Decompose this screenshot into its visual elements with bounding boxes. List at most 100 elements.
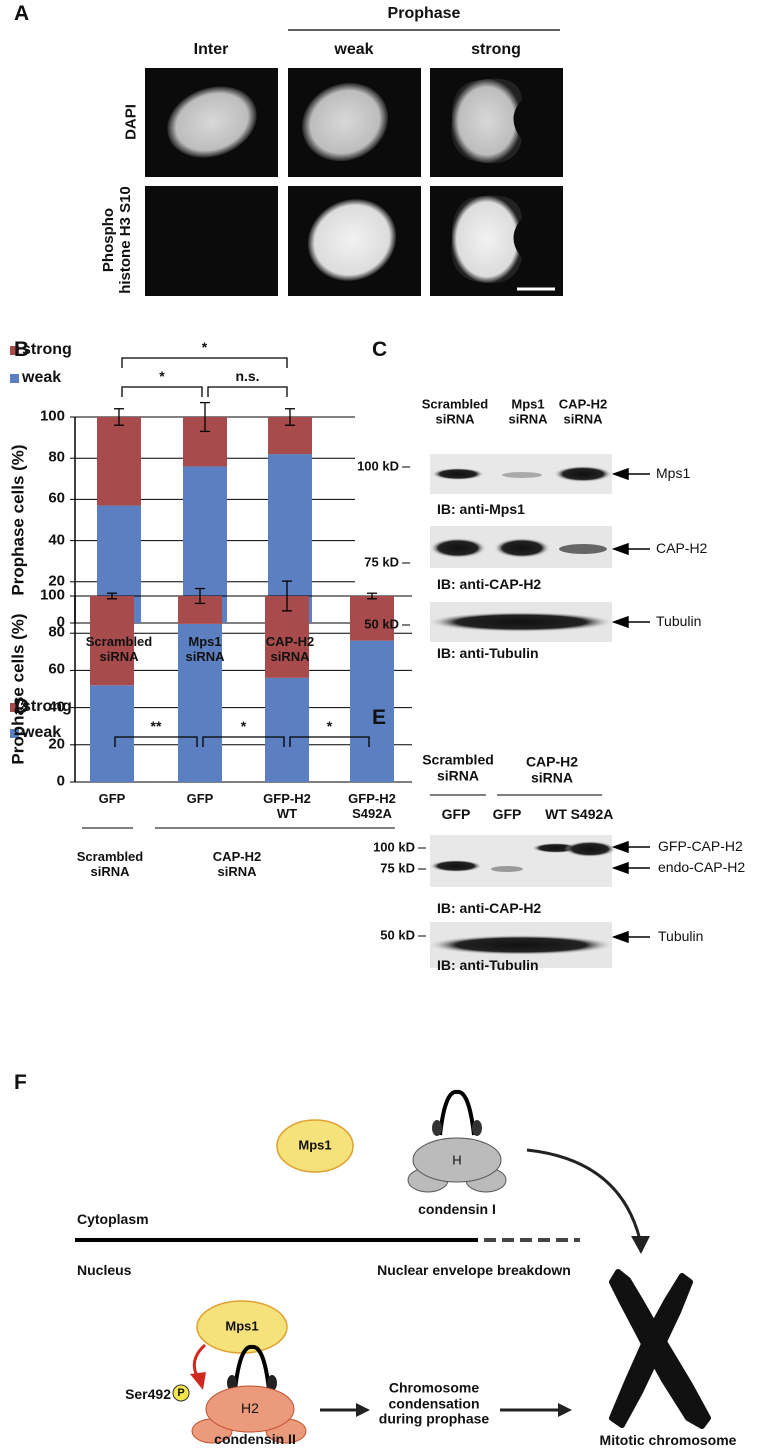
group-label: CAP-H2 siRNA — [212, 849, 262, 879]
panel-label: A — [14, 2, 30, 26]
node-label: H2 — [241, 1400, 259, 1417]
x-tick-label: GFP-H2 WT — [263, 791, 311, 821]
band — [428, 935, 614, 955]
bar-segment — [90, 596, 134, 686]
hinge — [267, 1375, 277, 1391]
band — [432, 468, 484, 480]
image — [145, 186, 278, 296]
product-label: Mitotic chromosome — [599, 1432, 737, 1449]
significance-label: * — [326, 718, 333, 735]
antibody-label: IB: anti-Tubulin — [437, 645, 539, 662]
y-tick-label: 40 — [48, 531, 65, 549]
hinge — [432, 1120, 442, 1136]
hinge — [472, 1120, 482, 1136]
band — [502, 472, 542, 478]
column-label: Inter — [193, 41, 229, 59]
significance-label: n.s. — [235, 368, 260, 385]
legend-swatch — [10, 703, 19, 712]
arrowhead — [558, 1403, 572, 1417]
x-tick-label: CAP-H2 siRNA — [265, 634, 315, 664]
band — [564, 841, 616, 857]
lane-label: GFP — [492, 806, 522, 823]
event-label: Nuclear envelope breakdown — [377, 1262, 571, 1279]
band — [491, 866, 523, 872]
phospho-label: P — [177, 1386, 185, 1399]
mps1 — [276, 1119, 354, 1173]
marker-label: 100 kD — [357, 458, 399, 474]
lane-label: Scrambled siRNA — [421, 396, 489, 426]
group-label: CAP-H2 siRNA — [525, 753, 579, 785]
antibody-label: IB: anti-CAP-H2 — [437, 576, 542, 593]
site-label: Ser492 — [125, 1386, 171, 1403]
band-label: CAP-H2 — [656, 540, 708, 557]
legend-swatch — [10, 346, 19, 355]
phospho-site — [172, 1384, 190, 1402]
node-caption: condensin I — [418, 1201, 496, 1218]
y-axis-label: Prophase cells (%) — [8, 444, 28, 596]
arrowhead — [611, 930, 629, 944]
significance-label: * — [201, 339, 208, 356]
band-label: Mps1 — [656, 465, 691, 482]
arrows — [611, 840, 650, 944]
group-label: Scrambled siRNA — [422, 751, 494, 783]
y-tick-label: 20 — [48, 735, 65, 753]
panel-label: B — [14, 338, 30, 362]
row-label: Phospho histone H3 S10 — [100, 186, 134, 294]
antibody-label: IB: anti-Tubulin — [437, 957, 539, 974]
lane-label: Mps1 siRNA — [508, 396, 548, 426]
y-tick-label: 100 — [39, 586, 65, 604]
error-bar — [282, 580, 292, 612]
nucleus — [451, 78, 522, 164]
significance-label: ** — [150, 718, 162, 735]
bar-segment — [265, 677, 309, 782]
lane-label: CAP-H2 siRNA — [558, 396, 608, 426]
antibody-label: IB: anti-Mps1 — [437, 501, 525, 518]
band — [559, 544, 607, 554]
y-tick-label: 80 — [48, 623, 65, 641]
condensin-loop — [233, 1345, 271, 1391]
panel-label: E — [372, 706, 387, 730]
region-label: Nucleus — [77, 1262, 132, 1279]
lane-label: WT — [545, 806, 567, 823]
subunit — [412, 1137, 502, 1183]
marker-label: 100 kD — [373, 839, 415, 855]
antibody-label: IB: anti-CAP-H2 — [437, 900, 542, 917]
condensin-loop — [438, 1090, 476, 1136]
band-label: Tubulin — [658, 928, 704, 945]
error-bar — [114, 408, 124, 426]
legend-label: strong — [22, 698, 72, 716]
bar-segment — [90, 685, 134, 782]
node-label: H — [452, 1152, 462, 1168]
error-bar — [195, 587, 205, 605]
legend-label: weak — [22, 724, 62, 742]
x-tick-label: GFP — [98, 791, 126, 806]
y-tick-label: 100 — [39, 407, 65, 425]
significance-label: * — [240, 718, 247, 735]
significance-bracket — [202, 736, 285, 747]
arrowhead — [611, 840, 629, 854]
significance-bracket — [121, 357, 288, 368]
group-label: Prophase — [387, 5, 461, 23]
band — [430, 860, 482, 872]
bar-segment — [268, 454, 312, 623]
arrowhead — [611, 861, 629, 875]
bar-segment — [350, 596, 394, 641]
arrowhead — [611, 542, 629, 556]
lane-label: GFP — [441, 806, 471, 823]
significance-label: * — [159, 368, 165, 385]
band — [494, 538, 550, 558]
band — [554, 466, 612, 482]
bar-segment — [97, 417, 141, 506]
error-bar — [367, 592, 377, 600]
x-tick-label: GFP — [186, 791, 214, 806]
process-label: Chromosome condensation during prophase — [378, 1379, 490, 1427]
band-label: endo-CAP-H2 — [658, 859, 746, 876]
chromatid — [609, 1273, 693, 1428]
nucleus — [167, 86, 257, 158]
x-tick-label: GFP-H2 S492A — [348, 791, 396, 821]
significance-bracket — [114, 736, 198, 747]
arrowhead — [631, 1236, 650, 1254]
y-tick-label: 80 — [48, 448, 65, 466]
band-label: GFP-CAP-H2 — [658, 838, 743, 855]
